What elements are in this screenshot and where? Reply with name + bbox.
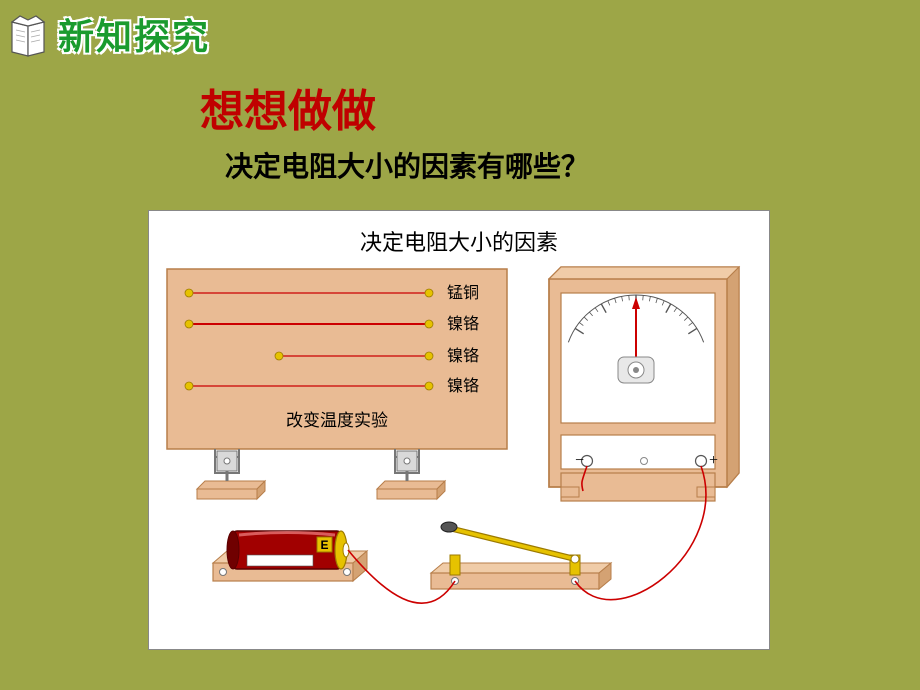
subtitle-question: 决定电阻大小的因素有哪些？ <box>225 145 589 185</box>
svg-text:MAGICELL: MAGICELL <box>255 556 306 566</box>
svg-text:−: − <box>575 452 584 469</box>
svg-text:锰铜: 锰铜 <box>447 284 479 302</box>
svg-text:镍铬: 镍铬 <box>447 376 479 395</box>
header-logo: 新知探究 <box>8 8 210 60</box>
svg-text:改变温度实验: 改变温度实验 <box>286 411 388 430</box>
experiment-diagram: 锰铜镍铬镍铬镍铬改变温度实验−+MAGICELLE <box>149 211 771 651</box>
svg-text:镍铬: 镍铬 <box>447 314 479 333</box>
diagram-container: 决定电阻大小的因素 锰铜镍铬镍铬镍铬改变温度实验−+MAGICELLE <box>148 210 770 650</box>
svg-text:镍铬: 镍铬 <box>447 346 479 365</box>
book-icon <box>8 10 50 58</box>
header-title: 新知探究 <box>58 8 210 60</box>
svg-text:+: + <box>709 452 718 469</box>
main-title: 想想做做 <box>200 75 376 139</box>
svg-text:E: E <box>320 538 328 552</box>
